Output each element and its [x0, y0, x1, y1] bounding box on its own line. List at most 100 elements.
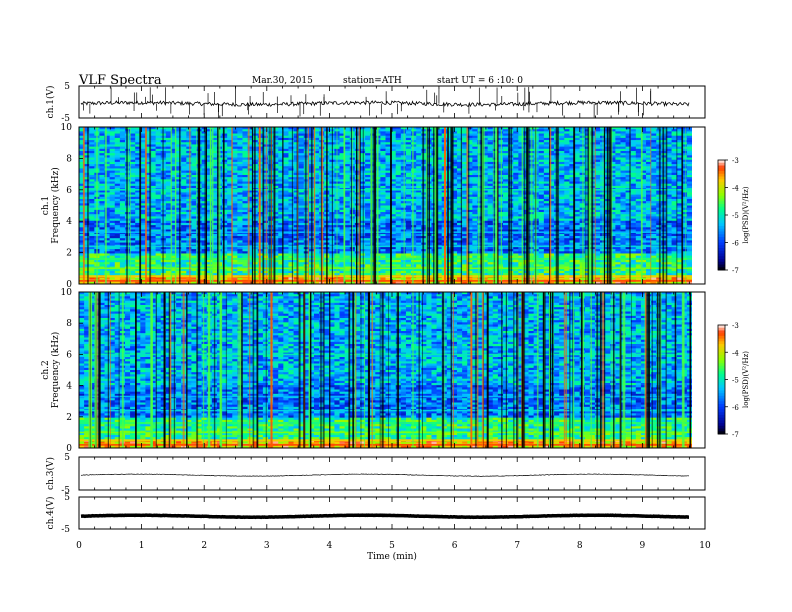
spectrogram-cell [416, 153, 422, 156]
spectrogram-cell [145, 148, 151, 152]
spectrogram-cell [201, 131, 208, 134]
spectrogram-cell [273, 155, 279, 158]
spectrogram-cell [594, 153, 601, 156]
spectrogram-cell [99, 140, 105, 143]
spectrogram-cell [615, 129, 621, 132]
spectrogram-cell [559, 155, 565, 158]
spectrogram-cell [206, 142, 213, 145]
spectrogram-cell [206, 157, 213, 161]
spectrogram-cell [676, 127, 683, 130]
spectrogram-cell [462, 153, 468, 156]
spectrogram-cell [538, 146, 545, 150]
spectrogram-cell [625, 131, 632, 134]
spectrogram-cell [646, 144, 652, 148]
spectrogram-cell [615, 146, 621, 150]
spectrogram-cell [191, 148, 197, 152]
spectrogram-cell [211, 133, 218, 137]
spectrogram-cell [686, 129, 693, 132]
spectrogram-cell [625, 148, 632, 152]
spectrogram-cell [273, 150, 279, 154]
spectrogram-cell [104, 155, 111, 158]
spectrogram-cell [574, 129, 581, 132]
spectrogram-cell [365, 150, 371, 154]
spectrogram-cell [365, 131, 371, 134]
spectrogram-cell [518, 146, 524, 150]
spectrogram-cell [354, 133, 361, 137]
spectrogram-cell [165, 146, 172, 150]
spectrogram-cell [293, 150, 300, 154]
spectrogram-cell [135, 155, 141, 158]
y-tick-label: 5 [64, 82, 70, 92]
spectrogram-cell [283, 140, 289, 143]
spectrogram-cell [564, 157, 570, 161]
spectrogram-cell [145, 153, 151, 156]
spectrogram-cell [155, 155, 162, 158]
spectrogram-cell [298, 140, 305, 143]
spectrogram-cell [400, 144, 407, 148]
spectrogram-cell [390, 142, 397, 145]
spectrogram-cell [385, 131, 392, 134]
spectrogram-cell [283, 144, 289, 148]
spectrogram-cell [635, 140, 642, 143]
spectrogram-cell [155, 133, 162, 137]
spectrogram-cell [416, 135, 422, 139]
spectrogram-cell [538, 129, 545, 132]
spectrogram-cell [538, 137, 545, 141]
spectrogram-cell [278, 131, 284, 134]
spectrogram-cell [395, 150, 402, 154]
spectrogram-cell [79, 155, 85, 158]
spectrogram-cell [247, 137, 254, 141]
spectrogram-cell [630, 127, 637, 130]
spectrogram-cell [594, 157, 601, 161]
spectrogram-cell [165, 150, 172, 154]
spectrogram-cell [145, 155, 151, 158]
spectrogram-cell [339, 157, 346, 161]
spectrogram-cell [513, 157, 519, 161]
spectrogram-cell [543, 135, 550, 139]
spectrogram-cell [247, 150, 254, 154]
spectrogram-cell [681, 153, 688, 156]
spectrogram-cell [130, 148, 136, 152]
spectrogram-cell [446, 157, 453, 161]
spectrogram-cell [615, 142, 621, 145]
spectrogram-cell [487, 127, 494, 130]
spectrogram-cell [145, 129, 151, 132]
spectrogram-cell [640, 137, 647, 141]
spectrogram-cell [130, 144, 136, 148]
spectrogram-cell [436, 129, 443, 132]
spectrogram-cell [119, 127, 126, 130]
spectrogram-cell [84, 142, 90, 145]
spectrogram-cell [620, 131, 626, 134]
spectrogram-cell [436, 150, 443, 154]
spectrogram-cell [451, 131, 458, 134]
spectrogram-cell [436, 157, 443, 161]
spectrogram-cell [119, 133, 126, 137]
spectrogram-cell [681, 148, 688, 152]
spectrogram-cell [150, 129, 157, 132]
spectrogram-cell [165, 155, 172, 158]
spectrogram-cell [262, 127, 269, 130]
spectrogram-cell [359, 135, 366, 139]
spectrogram-cell [370, 155, 376, 158]
spectrogram-cell [390, 129, 397, 132]
spectrogram-cell [467, 142, 473, 145]
spectrogram-cell [487, 150, 494, 154]
spectrogram-cell [262, 135, 269, 139]
spectrogram-cell [283, 142, 289, 145]
spectrogram-cell [574, 131, 581, 134]
spectrogram-cell [354, 137, 361, 141]
spectrogram-cell [497, 133, 504, 137]
spectrogram-cell [89, 153, 95, 156]
spectrogram-cell [538, 135, 545, 139]
spectrogram-cell [211, 127, 218, 130]
spectrogram-cell [201, 144, 208, 148]
spectrogram-cell [84, 146, 90, 150]
spectrogram-cell [467, 135, 473, 139]
spectrogram-cell [472, 133, 478, 137]
spectrogram-cell [497, 127, 504, 130]
spectrogram-cell [630, 140, 637, 143]
spectrogram-cell [564, 144, 570, 148]
spectrogram-cell [232, 140, 238, 143]
spectrogram-cell [457, 155, 463, 158]
spectrogram-cell [390, 135, 397, 139]
